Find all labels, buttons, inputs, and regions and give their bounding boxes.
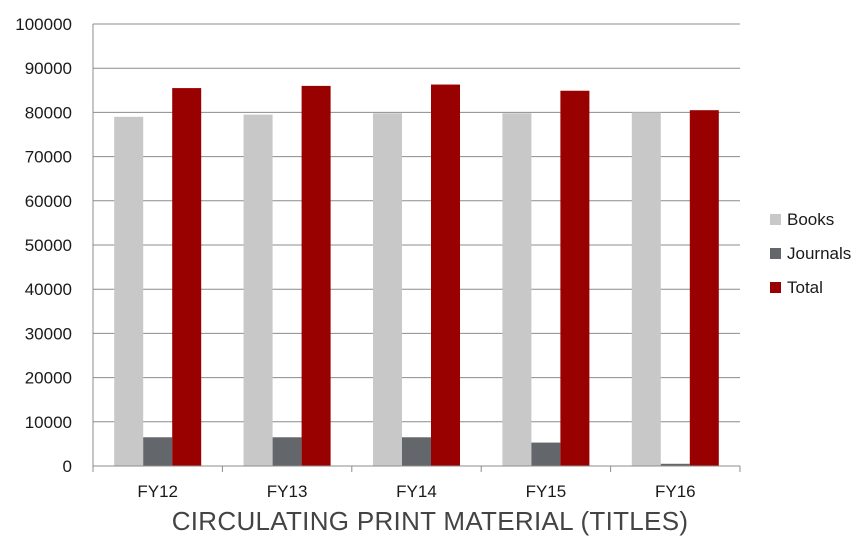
y-tick-label: 10000 <box>25 413 72 432</box>
bar-books-fy13 <box>243 114 273 467</box>
bar-journals-fy12 <box>143 437 173 466</box>
y-tick-label: 30000 <box>25 324 72 343</box>
legend-swatch-books <box>770 214 781 225</box>
x-tick-label: FY12 <box>137 482 178 501</box>
bar-books-fy12 <box>114 116 144 466</box>
bar-books-fy14 <box>373 113 402 466</box>
y-tick-label: 20000 <box>25 369 72 388</box>
bar-total-fy13 <box>301 85 331 466</box>
x-tick-label: FY14 <box>396 482 437 501</box>
y-tick-label: 50000 <box>25 236 72 255</box>
bar-total-fy12 <box>172 88 202 466</box>
x-tick-label: FY16 <box>655 482 696 501</box>
bar-journals-fy15 <box>531 442 561 466</box>
bar-journals-fy14 <box>402 437 431 466</box>
bars <box>114 84 719 467</box>
y-tick-label: 0 <box>63 457 72 476</box>
legend-label-books: Books <box>787 210 834 229</box>
chart-title: CIRCULATING PRINT MATERIAL (TITLES) <box>171 506 689 536</box>
bar-total-fy14 <box>431 84 460 466</box>
bar-books-fy16 <box>631 112 661 467</box>
x-tick-label: FY13 <box>267 482 308 501</box>
y-tick-label: 60000 <box>25 192 72 211</box>
bar-books-fy15 <box>502 113 532 466</box>
bar-total-fy16 <box>689 110 719 466</box>
legend-label-total: Total <box>787 278 823 297</box>
x-tick-label: FY15 <box>526 482 567 501</box>
bar-journals-fy13 <box>272 437 302 466</box>
bar-journals-fy16 <box>660 463 690 466</box>
y-tick-label: 100000 <box>15 15 72 34</box>
y-tick-label: 40000 <box>25 280 72 299</box>
y-tick-label: 90000 <box>25 59 72 78</box>
bar-total-fy15 <box>560 90 590 466</box>
y-tick-label: 70000 <box>25 148 72 167</box>
y-tick-label: 80000 <box>25 103 72 122</box>
legend-swatch-journals <box>770 248 781 259</box>
legend-label-journals: Journals <box>787 244 851 263</box>
legend-swatch-total <box>770 282 781 293</box>
axes: 0 10000 20000 30000 40000 50000 60000 70000 8000… <box>15 15 741 501</box>
legend: Books Journals Total <box>770 210 851 297</box>
